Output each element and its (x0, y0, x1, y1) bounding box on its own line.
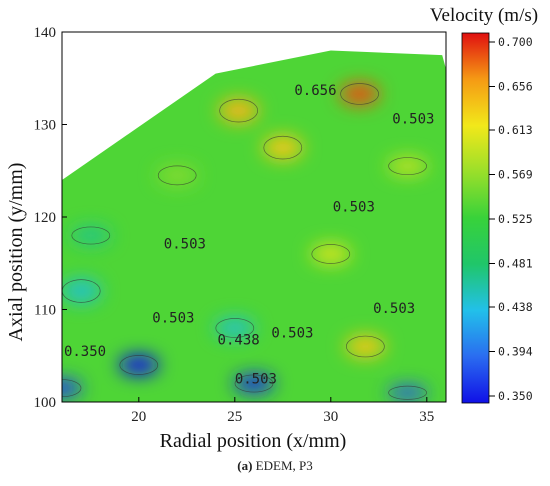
colorbar-tick-label: 0.656 (498, 80, 533, 94)
colorbar-gradient (461, 32, 490, 404)
contour-label: 0.503 (333, 199, 375, 215)
x-tick-label: 20 (131, 409, 146, 425)
contour-label: 0.503 (235, 372, 277, 388)
isoline (311, 244, 351, 264)
field-region (214, 318, 255, 338)
colorbar: Velocity (m/s) 0.700 0.656 0.613 0.569 0.525… (430, 5, 538, 404)
colorbar-tick-label: 0.525 (498, 212, 533, 226)
isoline (234, 374, 274, 393)
colorbar-tick-label: 0.438 (498, 300, 533, 314)
contour-label: 0.503 (373, 301, 415, 317)
colorbar-tick-label: 0.569 (498, 167, 533, 181)
field-region (234, 374, 274, 393)
colorbar-tick-label: 0.700 (498, 35, 533, 49)
y-tick-label: 120 (34, 210, 57, 226)
isoline (71, 226, 111, 245)
y-tick-label: 110 (34, 303, 56, 319)
isoline (215, 318, 255, 338)
contour-label: 0.503 (271, 325, 313, 341)
colorbar-tick-label: 0.481 (498, 257, 533, 271)
x-axis-label: Radial position (x/mm) (160, 430, 347, 452)
x-axis: 20 25 30 35 (131, 397, 434, 425)
isoline (119, 355, 159, 375)
field-region (157, 165, 198, 186)
field-region (218, 98, 259, 123)
isoline (340, 83, 379, 105)
x-tick-label: 30 (323, 409, 338, 425)
x-tick-label: 35 (419, 409, 434, 425)
velocity-field (62, 82, 428, 400)
field-region (118, 355, 159, 375)
isoline (219, 98, 258, 123)
field-region (387, 385, 428, 400)
caption-text: EDEM, P3 (255, 458, 313, 473)
contour-label: 0.656 (294, 83, 336, 99)
isoline (388, 157, 427, 176)
plot-area: 20 25 30 35 100 110 120 130 140 0.656 0.503 0.503… (34, 25, 447, 425)
contour-label: 0.503 (164, 236, 206, 252)
field-region (345, 335, 386, 358)
caption-letter: (a) (237, 458, 253, 473)
field-region (339, 82, 380, 105)
isoline (62, 379, 82, 398)
field-region (62, 279, 102, 303)
field-region (62, 379, 82, 398)
colorbar-title: Velocity (m/s) (430, 5, 538, 26)
colorbar-tick-label: 0.394 (498, 344, 533, 358)
field-region (387, 157, 428, 176)
figure-caption: (a) EDEM, P3 (0, 458, 550, 474)
y-axis: 100 110 120 130 140 (34, 25, 67, 411)
field-region (70, 226, 111, 245)
isoline (388, 385, 427, 400)
contour-label: 0.503 (392, 112, 434, 128)
contour-labels: 0.656 0.503 0.503 0.503 0.503 0.503 0.438 0.503… (64, 83, 434, 388)
y-axis-label: Axial position (y/mm) (5, 163, 27, 342)
y-tick-label: 130 (34, 118, 57, 134)
contour-label: 0.503 (152, 310, 194, 326)
field-region (262, 135, 303, 160)
isoline (346, 335, 385, 358)
y-tick-label: 140 (34, 25, 57, 41)
isoline (157, 165, 197, 186)
isoline (263, 135, 303, 160)
contour-lines (62, 83, 427, 400)
x-tick-label: 25 (227, 409, 242, 425)
field-region (310, 244, 351, 264)
colorbar-tick-label: 0.350 (498, 389, 533, 403)
y-tick-label: 100 (34, 395, 57, 411)
contour-label: 0.350 (64, 344, 106, 360)
contour-label: 0.438 (218, 333, 260, 349)
colorbar-tick-label: 0.613 (498, 123, 533, 137)
